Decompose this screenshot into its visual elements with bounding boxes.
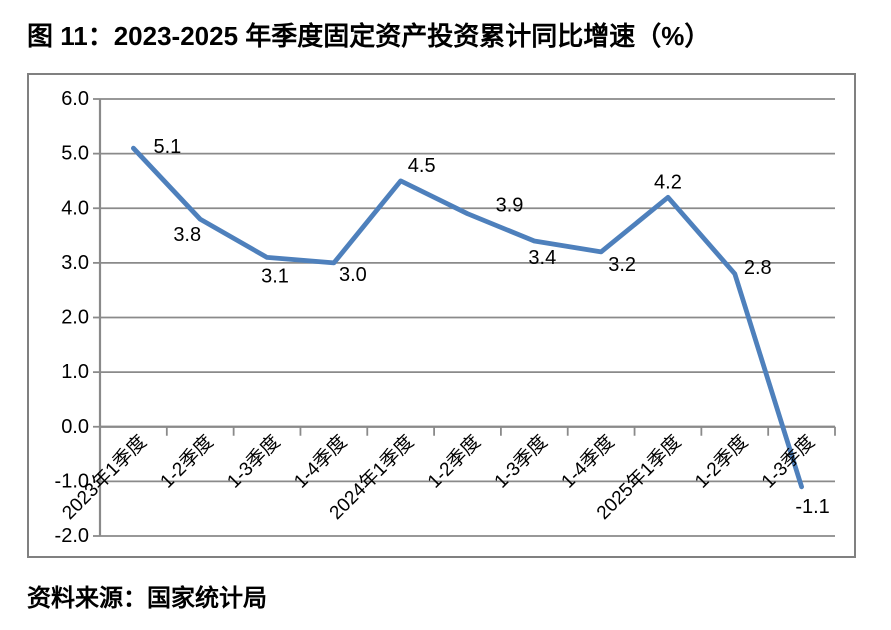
data-point-label: 3.1 <box>261 265 289 287</box>
x-axis-label: 1-2季度 <box>156 431 218 493</box>
x-axis-label: 1-4季度 <box>290 431 352 493</box>
y-axis-label: 0.0 <box>61 416 89 438</box>
x-axis-label: 1-3季度 <box>490 431 552 493</box>
data-point-label: -1.1 <box>795 496 829 518</box>
data-point-label: 3.8 <box>173 224 201 246</box>
data-point-label: 5.1 <box>154 136 182 158</box>
figure-title: 图 11：2023-2025 年季度固定资产投资累计同比增速（%） <box>27 21 711 51</box>
data-point-label: 3.4 <box>528 247 556 269</box>
source-note: 资料来源：国家统计局 <box>27 585 267 612</box>
x-axis-label: 1-2季度 <box>423 431 485 493</box>
x-axis-label: 1-3季度 <box>223 431 285 493</box>
y-axis-label: 4.0 <box>61 197 89 219</box>
y-axis-label: -1.0 <box>55 470 89 492</box>
chart-frame: 6.0 5.0 4.0 3.0 2.0 1.0 0.0 -1.0 -2.0 5.1 3.8 3.1 3.… <box>27 73 856 558</box>
y-axis-label: 2.0 <box>61 307 89 329</box>
data-point-label: 4.2 <box>654 171 682 193</box>
y-axis-label: 6.0 <box>61 88 89 110</box>
data-point-label: 2.8 <box>744 257 772 279</box>
data-point-label: 3.9 <box>496 195 524 217</box>
series-line <box>131 145 804 490</box>
data-point-label: 4.5 <box>408 155 436 177</box>
data-point-label: 3.2 <box>608 254 636 276</box>
data-point-label: 3.0 <box>339 264 367 286</box>
y-axis-label: 1.0 <box>61 361 89 383</box>
line-chart: 6.0 5.0 4.0 3.0 2.0 1.0 0.0 -1.0 -2.0 5.1 3.8 3.1 3.… <box>55 88 836 547</box>
x-axis-label: 1-2季度 <box>690 431 752 493</box>
y-axis-label: -2.0 <box>55 525 89 547</box>
y-axis-label: 3.0 <box>61 252 89 274</box>
y-axis-label: 5.0 <box>61 143 89 165</box>
x-axis-label: 1-4季度 <box>557 431 619 493</box>
